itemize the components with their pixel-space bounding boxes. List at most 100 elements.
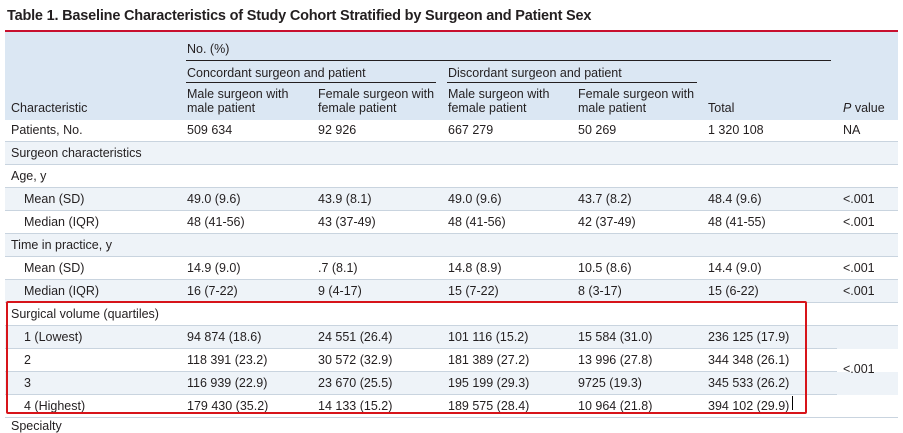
col3-cell: 181 389 (27.2) [448, 353, 530, 367]
p-value-cell: <.001 [843, 192, 875, 206]
col1-cell: 509 634 [187, 123, 233, 137]
row-divider [5, 325, 898, 326]
row-divider [5, 394, 837, 395]
col3-header-line1: Male surgeon with [448, 87, 550, 101]
total-cell: 394 102 (29.9) [708, 399, 790, 413]
row-divider [5, 233, 898, 234]
col4-cell: 13 996 (27.8) [578, 353, 653, 367]
col4-cell: 10.5 (8.6) [578, 261, 632, 275]
p-value-header-rest: value [851, 101, 885, 115]
row-divider [5, 348, 837, 349]
col1-cell: 49.0 (9.6) [187, 192, 241, 206]
col1-cell: 116 939 (22.9) [187, 376, 268, 390]
concordant-rule [186, 82, 436, 83]
col4-header-line2: male patient [578, 101, 647, 115]
col1-cell: 118 391 (23.2) [187, 353, 268, 367]
col4-cell: 15 584 (31.0) [578, 330, 653, 344]
title-rule [5, 30, 898, 32]
p-value-header-p: P [843, 101, 852, 115]
total-cell: 48 (41-55) [708, 215, 766, 229]
col3-cell: 49.0 (9.6) [448, 192, 502, 206]
col1-cell: 94 874 (18.6) [187, 330, 262, 344]
col4-cell: 43.7 (8.2) [578, 192, 632, 206]
concordant-label: Concordant surgeon and patient [187, 66, 366, 80]
col1-cell: 48 (41-56) [187, 215, 245, 229]
row-label: Median (IQR) [24, 284, 100, 298]
col4-header-line1: Female surgeon with [578, 87, 695, 101]
row-label: Time in practice, y [11, 238, 112, 252]
col2-cell: 23 670 (25.5) [318, 376, 393, 390]
total-header: Total [708, 101, 735, 115]
row-divider [5, 187, 898, 188]
col1-cell: 179 430 (35.2) [187, 399, 269, 413]
no-pct-rule [186, 60, 831, 61]
col3-cell: 195 199 (29.3) [448, 376, 530, 390]
table-title: Table 1. Baseline Characteristics of Stu… [7, 8, 592, 24]
table-row [5, 188, 898, 211]
total-cell: 236 125 (17.9) [708, 330, 790, 344]
table-row [5, 165, 898, 188]
col2-cell: 24 551 (26.4) [318, 330, 393, 344]
row-divider [5, 210, 898, 211]
table-row [5, 234, 898, 257]
col3-cell: 48 (41-56) [448, 215, 506, 229]
col2-cell: 43.9 (8.1) [318, 192, 372, 206]
row-divider [5, 256, 898, 257]
col4-cell: 10 964 (21.8) [578, 399, 653, 413]
col2-cell: 14 133 (15.2) [318, 399, 393, 413]
volume-p-value: <.001 [843, 362, 875, 376]
characteristic-header: Characteristic [11, 101, 88, 115]
row-label: Patients, No. [11, 123, 83, 137]
col2-cell: .7 (8.1) [318, 261, 358, 275]
row-label: Surgeon characteristics [11, 146, 142, 160]
total-cell: 15 (6-22) [708, 284, 759, 298]
col4-cell: 8 (3-17) [578, 284, 622, 298]
col3-cell: 667 279 [448, 123, 494, 137]
row-label: 2 [24, 353, 31, 367]
col2-cell: 30 572 (32.9) [318, 353, 393, 367]
table-row [5, 326, 898, 349]
col3-header-line2: female patient [448, 101, 527, 115]
row-divider [5, 141, 898, 142]
p-value-cell: <.001 [843, 284, 875, 298]
col3-cell: 189 575 (28.4) [448, 399, 530, 413]
total-cell: 1 320 108 [708, 123, 764, 137]
text-cursor [792, 396, 793, 410]
row-label: Mean (SD) [24, 192, 85, 206]
p-value-cell: <.001 [843, 215, 875, 229]
row-divider [5, 164, 898, 165]
total-cell: 345 533 (26.2) [708, 376, 790, 390]
row-divider [5, 371, 837, 372]
col2-header-line1: Female surgeon with [318, 87, 435, 101]
table-header [5, 32, 898, 120]
col1-header-line1: Male surgeon with [187, 87, 289, 101]
col4-cell: 50 269 [578, 123, 617, 137]
col2-header-line2: female patient [318, 101, 397, 115]
discordant-label: Discordant surgeon and patient [448, 66, 622, 80]
p-value-cell: <.001 [843, 261, 875, 275]
row-divider [5, 279, 898, 280]
col4-cell: 42 (37-49) [578, 215, 636, 229]
table-row [5, 280, 898, 303]
col3-cell: 101 116 (15.2) [448, 330, 529, 344]
no-pct-label: No. (%) [187, 42, 230, 56]
p-value-cell: NA [843, 123, 861, 137]
col1-header-line2: male patient [187, 101, 256, 115]
row-label: Surgical volume (quartiles) [11, 307, 159, 321]
row-label: Mean (SD) [24, 261, 85, 275]
col1-cell: 16 (7-22) [187, 284, 238, 298]
col2-cell: 92 926 [318, 123, 357, 137]
next-row-partial: Specialty [11, 419, 62, 433]
row-label: Age, y [11, 169, 47, 183]
row-label: 3 [24, 376, 31, 390]
row-label: 4 (Highest) [24, 399, 86, 413]
col2-cell: 9 (4-17) [318, 284, 362, 298]
row-label: Median (IQR) [24, 215, 100, 229]
row-label: 1 (Lowest) [24, 330, 83, 344]
col3-cell: 15 (7-22) [448, 284, 499, 298]
col2-cell: 43 (37-49) [318, 215, 376, 229]
col1-cell: 14.9 (9.0) [187, 261, 241, 275]
discordant-rule [447, 82, 697, 83]
total-cell: 344 348 (26.1) [708, 353, 790, 367]
total-cell: 14.4 (9.0) [708, 261, 762, 275]
